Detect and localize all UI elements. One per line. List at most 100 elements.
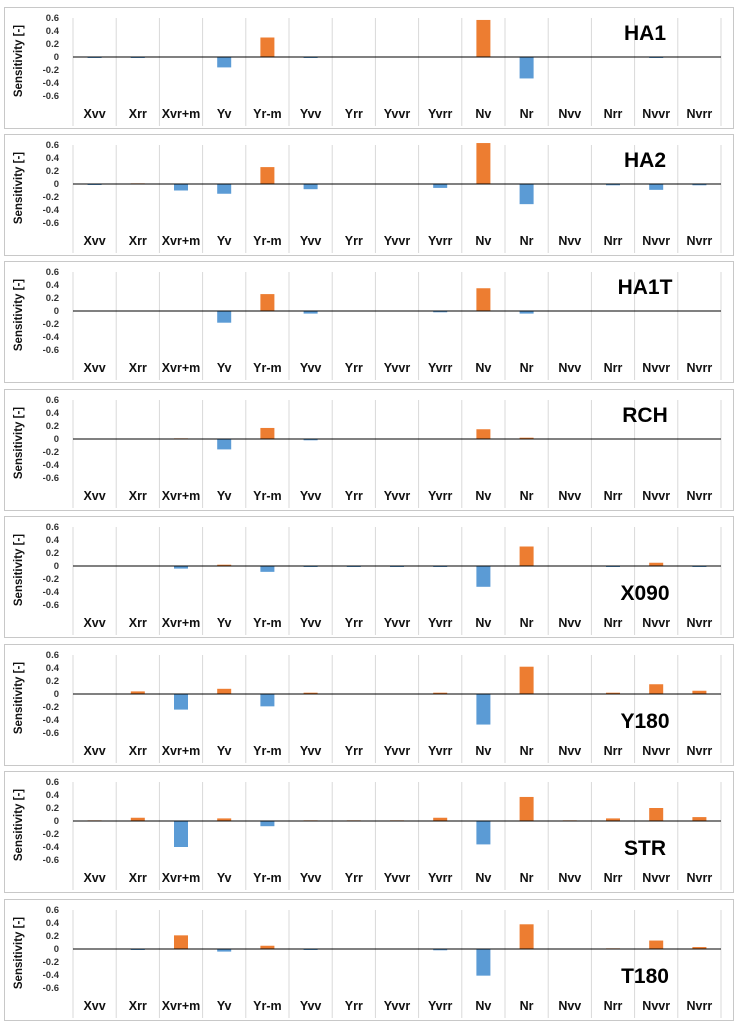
- category-label: Nrr: [604, 234, 623, 248]
- bar-nv: [476, 288, 491, 311]
- y-tick-label: -0.2: [43, 957, 59, 968]
- bar-yr-m: [260, 167, 275, 184]
- category-label: Nrr: [604, 107, 623, 121]
- category-label: Xvr+m: [162, 361, 201, 375]
- y-axis-label: Sensitivity [-]: [13, 917, 25, 989]
- bar-nv: [476, 566, 491, 587]
- bar-xvr+m: [174, 566, 188, 569]
- bar-nvvr: [649, 808, 664, 821]
- category-label: Nvv: [558, 616, 581, 630]
- bar-yvv: [303, 184, 318, 190]
- y-tick-label: -0.2: [43, 192, 59, 203]
- category-label: Xvr+m: [162, 744, 201, 758]
- y-tick-label: 0.4: [46, 918, 60, 929]
- bar-nrr: [606, 692, 620, 694]
- category-label: Yr-m: [253, 361, 281, 375]
- category-label: Yvv: [300, 999, 322, 1013]
- y-tick-label: 0.4: [46, 26, 60, 37]
- bar-yr-m: [260, 294, 275, 311]
- category-label: Xrr: [129, 999, 147, 1013]
- bar-xvr+m: [174, 821, 188, 847]
- category-label: Yv: [217, 616, 232, 630]
- category-label: Yvvr: [384, 361, 411, 375]
- bar-chart-svg: 0.6 0.4 0.2 0 -0.2 -0.4 -0.6 Sensitivity [-] Xvv…: [13, 140, 722, 253]
- category-label: Nvrr: [687, 744, 713, 758]
- y-tick-label: 0.6: [46, 650, 59, 661]
- category-label: Yrr: [345, 999, 363, 1013]
- category-label: Xrr: [129, 871, 147, 885]
- bar-yv: [217, 184, 232, 194]
- category-label: Nr: [520, 744, 534, 758]
- category-label: Xrr: [129, 361, 147, 375]
- bar-yv: [217, 57, 232, 68]
- y-axis-label: Sensitivity [-]: [13, 789, 25, 861]
- y-tick-label: -0.4: [43, 78, 60, 89]
- bar-yr-m: [260, 427, 275, 439]
- y-tick-label: 0.4: [46, 280, 60, 291]
- y-tick-label: -0.4: [43, 715, 60, 726]
- category-label: Nr: [520, 999, 534, 1013]
- y-tick-label: -0.6: [43, 473, 59, 484]
- chart-panel-t180: 0.6 0.4 0.2 0 -0.2 -0.4 -0.6 Sensitivity [-] Xvv…: [4, 899, 734, 1021]
- bar-nvvr: [649, 562, 664, 566]
- chart-title: X090: [620, 582, 669, 605]
- category-label: Yrr: [345, 616, 363, 630]
- bar-yv: [217, 439, 232, 450]
- category-label: Nvv: [558, 361, 581, 375]
- category-label: Nvrr: [687, 871, 713, 885]
- chart-panel-str: 0.6 0.4 0.2 0 -0.2 -0.4 -0.6 Sensitivity [-] Xvv…: [4, 771, 734, 893]
- category-label: Xvv: [83, 616, 105, 630]
- category-label: Yrr: [345, 361, 363, 375]
- y-tick-label: 0.2: [46, 803, 59, 814]
- category-label: Nr: [520, 107, 534, 121]
- category-label: Yvvr: [384, 107, 411, 121]
- bar-yvrr: [433, 311, 448, 313]
- category-label: Yvrr: [428, 871, 452, 885]
- category-label: Yr-m: [253, 489, 281, 503]
- bar-nr: [519, 666, 534, 694]
- category-label: Nr: [520, 616, 534, 630]
- bar-yv: [217, 818, 232, 821]
- bar-nr: [519, 311, 534, 314]
- category-label: Yvv: [300, 361, 322, 375]
- bar-nvrr: [692, 184, 707, 186]
- y-axis-label: Sensitivity [-]: [13, 279, 25, 351]
- category-label: Yvv: [300, 871, 322, 885]
- y-tick-label: 0.4: [46, 535, 60, 546]
- y-tick-label: 0: [54, 816, 59, 827]
- y-tick-label: -0.4: [43, 587, 60, 598]
- y-tick-label: 0.2: [46, 293, 59, 304]
- category-label: Yv: [217, 107, 232, 121]
- bar-yv: [217, 311, 232, 323]
- category-label: Xvr+m: [162, 489, 201, 503]
- bar-chart-svg: 0.6 0.4 0.2 0 -0.2 -0.4 -0.6 Sensitivity [-] Xvv…: [13, 267, 722, 380]
- bar-nvvr: [649, 940, 664, 949]
- category-label: Yvvr: [384, 744, 411, 758]
- chart-panel-ha2: 0.6 0.4 0.2 0 -0.2 -0.4 -0.6 Sensitivity [-] Xvv…: [4, 134, 734, 256]
- category-label: Yrr: [345, 489, 363, 503]
- y-tick-label: 0: [54, 944, 59, 955]
- chart-title: T180: [621, 965, 669, 988]
- category-label: Nv: [475, 489, 491, 503]
- category-label: Yr-m: [253, 871, 281, 885]
- y-tick-label: 0.6: [46, 905, 59, 916]
- category-label: Xvv: [83, 234, 105, 248]
- category-label: Nvv: [558, 871, 581, 885]
- category-label: Xvv: [83, 999, 105, 1013]
- bar-nv: [476, 429, 491, 439]
- y-tick-label: 0.4: [46, 408, 60, 419]
- category-label: Nvrr: [687, 107, 713, 121]
- category-label: Xvr+m: [162, 871, 201, 885]
- category-label: Yvvr: [384, 616, 411, 630]
- category-label: Yvvr: [384, 489, 411, 503]
- category-label: Yv: [217, 999, 232, 1013]
- category-label: Nrr: [604, 999, 623, 1013]
- y-tick-label: 0.4: [46, 663, 60, 674]
- category-label: Yr-m: [253, 616, 281, 630]
- category-label: Yrr: [345, 871, 363, 885]
- category-label: Xrr: [129, 107, 147, 121]
- y-tick-label: 0.6: [46, 395, 59, 406]
- bar-yvrr: [433, 817, 448, 821]
- y-tick-label: 0.6: [46, 13, 59, 24]
- y-tick-label: 0.2: [46, 676, 59, 687]
